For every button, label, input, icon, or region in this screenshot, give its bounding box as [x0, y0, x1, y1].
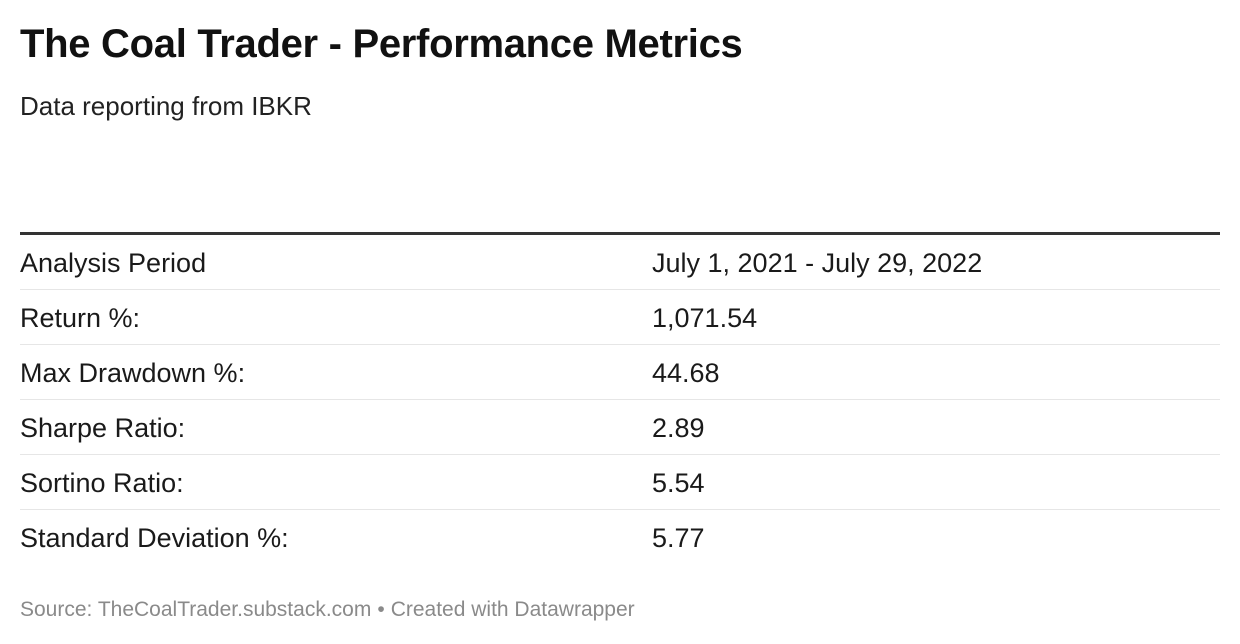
source-note: Source: TheCoalTrader.substack.com [20, 598, 372, 621]
metric-label-return: Return %: [20, 303, 141, 333]
chart-title: The Coal Trader - Performance Metrics [20, 22, 743, 66]
table-row: Analysis Period July 1, 2021 - July 29, … [20, 235, 1220, 290]
metric-value-return: 1,071.54 [652, 303, 758, 333]
table-row: Max Drawdown %: 44.68 [20, 345, 1220, 400]
metric-label-standard-deviation: Standard Deviation %: [20, 523, 289, 553]
metric-value-analysis-period: July 1, 2021 - July 29, 2022 [652, 248, 983, 278]
chart-footer: Source: TheCoalTrader.substack.com • Creat… [20, 598, 635, 622]
metric-label-max-drawdown: Max Drawdown %: [20, 358, 246, 388]
chart-container: The Coal Trader - Performance Metrics Da… [20, 0, 1220, 644]
metric-label-sharpe-ratio: Sharpe Ratio: [20, 413, 186, 443]
table-row: Return %: 1,071.54 [20, 290, 1220, 345]
metric-label-analysis-period: Analysis Period [20, 248, 207, 278]
credit-note: Created with Datawrapper [390, 598, 635, 621]
chart-subtitle: Data reporting from IBKR [20, 91, 312, 121]
table-row: Standard Deviation %: 5.77 [20, 510, 1220, 564]
metric-value-sortino-ratio: 5.54 [652, 468, 705, 498]
footer-separator: • [377, 598, 385, 621]
metric-value-sharpe-ratio: 2.89 [652, 413, 705, 443]
metrics-table: Analysis Period July 1, 2021 - July 29, … [20, 232, 1220, 564]
metric-label-sortino-ratio: Sortino Ratio: [20, 468, 184, 498]
metric-value-standard-deviation: 5.77 [652, 523, 705, 553]
table-row: Sortino Ratio: 5.54 [20, 455, 1220, 510]
metric-value-max-drawdown: 44.68 [652, 358, 720, 388]
table-row: Sharpe Ratio: 2.89 [20, 400, 1220, 455]
